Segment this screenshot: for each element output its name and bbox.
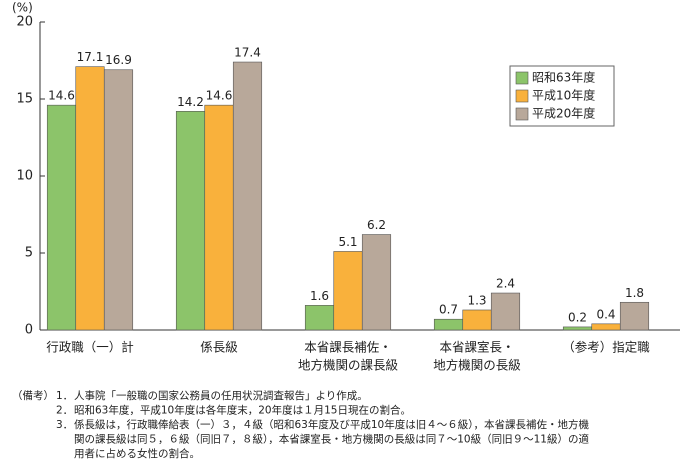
bar (490, 292, 521, 331)
x-tick-label: 地方機関の長級 (433, 358, 521, 373)
x-tick-label: （参考）指定職 (562, 340, 650, 355)
bar (232, 61, 263, 331)
y-tick-label: 15 (16, 92, 33, 107)
value-label: 17.1 (77, 50, 104, 64)
y-unit: (%) (12, 1, 33, 15)
legend-swatch (515, 107, 529, 121)
bar (462, 309, 492, 331)
value-label: 14.6 (48, 89, 75, 103)
x-tick-label: 本省課室長・ (439, 340, 514, 355)
note-text: 人事院「一般職の国家公務員の任用状況調査報告」より作成。 (74, 389, 368, 402)
y-tick-label: 20 (16, 15, 33, 30)
legend-label: 昭和63年度 (532, 70, 595, 85)
y-tick-label: 10 (16, 169, 33, 184)
legend-label: 平成20年度 (532, 106, 595, 121)
value-label: 16.9 (105, 53, 132, 67)
note-text: 係長級は，行政職俸給表（一）３，４級（昭和63年度及び平成10年度は旧４～６級）… (74, 418, 589, 431)
legend-label: 平成10年度 (532, 88, 595, 103)
legend-swatch (515, 71, 529, 85)
value-label: 1.3 (467, 293, 486, 307)
note-text: 関の課長級は同５，６級（同旧７，８級），本省課室長・地方機関の長級は同７～10級… (74, 433, 589, 446)
bar (562, 326, 593, 331)
value-label: 14.6 (206, 89, 233, 103)
bar (619, 301, 650, 331)
value-label: 1.6 (310, 289, 329, 303)
bar (75, 66, 105, 331)
x-tick-label: 係長級 (200, 340, 238, 355)
bar (433, 318, 464, 331)
note-number: 1． (56, 390, 73, 402)
note-number: 2． (56, 405, 73, 417)
value-label: 1.8 (625, 286, 644, 300)
bar (361, 234, 392, 331)
x-tick-label: 本省課長補佐・ (304, 340, 392, 355)
value-label: 17.4 (234, 46, 261, 60)
bar (333, 251, 363, 331)
note-text: 昭和63年度，平成10年度は各年度末，20年度は１月15日現在の割合。 (74, 404, 411, 417)
note-text: 用者に占める女性の割合。 (74, 447, 200, 460)
bar (204, 104, 234, 331)
y-tick-label: 5 (25, 246, 33, 261)
value-label: 6.2 (367, 218, 386, 232)
x-tick-label: 地方機関の課長級 (298, 358, 399, 373)
note-number: 3． (56, 419, 73, 431)
x-tick-label: 行政職（一）計 (46, 340, 134, 355)
value-label: 0.7 (439, 303, 458, 317)
bar (591, 323, 621, 331)
value-label: 14.2 (177, 95, 204, 109)
legend-swatch (515, 89, 529, 103)
value-label: 0.4 (596, 307, 615, 321)
bar (103, 69, 134, 331)
value-label: 2.4 (496, 277, 515, 291)
bar (46, 104, 77, 331)
y-tick-label: 0 (25, 323, 33, 338)
value-label: 5.1 (338, 235, 357, 249)
bar (304, 305, 335, 331)
bar (175, 111, 206, 331)
value-label: 0.2 (568, 310, 587, 324)
notes-label: （備考） (12, 389, 54, 402)
